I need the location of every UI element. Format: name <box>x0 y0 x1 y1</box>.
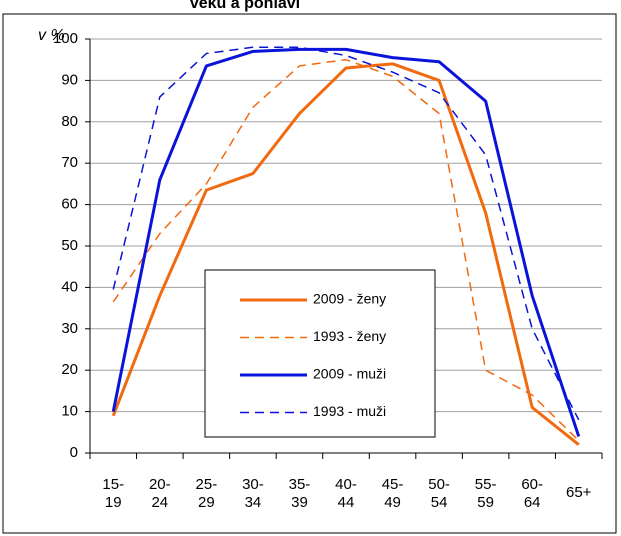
data-line <box>112 46 580 421</box>
x-tick-label-line: 45- <box>382 476 404 493</box>
legend-label: 2009 - ženy <box>313 291 386 307</box>
y-tick-label: 70 <box>61 154 78 171</box>
y-tick-label: 50 <box>61 237 78 254</box>
x-tick-label: 25-29 <box>196 476 218 511</box>
x-tick-label-line: 55- <box>475 476 497 493</box>
x-tick-label-line: 60- <box>521 476 543 493</box>
x-tick-label-line: 29 <box>198 494 215 511</box>
x-tick-label: 20-24 <box>149 476 171 511</box>
y-tick-label: 40 <box>61 278 78 295</box>
x-tick-label: 50-54 <box>428 476 450 511</box>
y-tick-label: 10 <box>61 403 78 420</box>
x-tick-label-line: 50- <box>428 476 450 493</box>
y-axis-label: v % <box>38 27 65 44</box>
x-tick-label-line: 30- <box>242 476 264 493</box>
x-tick-label-line: 24 <box>151 494 168 511</box>
x-tick-label: 45-49 <box>382 476 404 511</box>
y-tick-label: 20 <box>61 361 78 378</box>
legend-label: 2009 - muži <box>313 366 386 382</box>
data-line <box>111 62 580 446</box>
x-tick-label-line: 34 <box>245 494 262 511</box>
x-tick-label-line: 19 <box>105 494 122 511</box>
x-tick-label-line: 15- <box>102 476 124 493</box>
x-tick-label-line: 59 <box>477 494 494 511</box>
x-tick-label-line: 25- <box>196 476 218 493</box>
chart-title: věku a pohlaví <box>190 0 301 12</box>
x-tick-label-line: 49 <box>384 494 401 511</box>
x-tick-label-line: 20- <box>149 476 171 493</box>
x-tick-label-line: 44 <box>338 494 355 511</box>
x-tick-label-line: 40- <box>335 476 357 493</box>
y-tick-label: 0 <box>70 444 78 461</box>
y-tick-label: 100 <box>53 30 78 47</box>
legend-label: 1993 - ženy <box>313 328 386 344</box>
data-line <box>112 58 580 442</box>
x-tick-label: 35-39 <box>289 476 311 511</box>
x-tick-label-line: 39 <box>291 494 308 511</box>
x-tick-label: 40-44 <box>335 476 357 511</box>
x-tick-label: 55-59 <box>475 476 497 511</box>
data-line <box>111 47 581 437</box>
y-tick-label: 90 <box>61 71 78 88</box>
legend-box <box>204 269 436 438</box>
x-tick-label: 65+ <box>566 484 592 501</box>
x-tick-label-line: 64 <box>524 494 541 511</box>
x-tick-label-line: 54 <box>431 494 448 511</box>
y-tick-label: 60 <box>61 196 78 213</box>
x-tick-label-line: 35- <box>289 476 311 493</box>
y-tick-label: 30 <box>61 320 78 337</box>
x-tick-label: 60-64 <box>521 476 543 511</box>
legend-label: 1993 - muži <box>313 403 386 419</box>
y-tick-label: 80 <box>61 113 78 130</box>
x-tick-label: 30-34 <box>242 476 264 511</box>
x-tick-label: 15-19 <box>102 476 124 511</box>
